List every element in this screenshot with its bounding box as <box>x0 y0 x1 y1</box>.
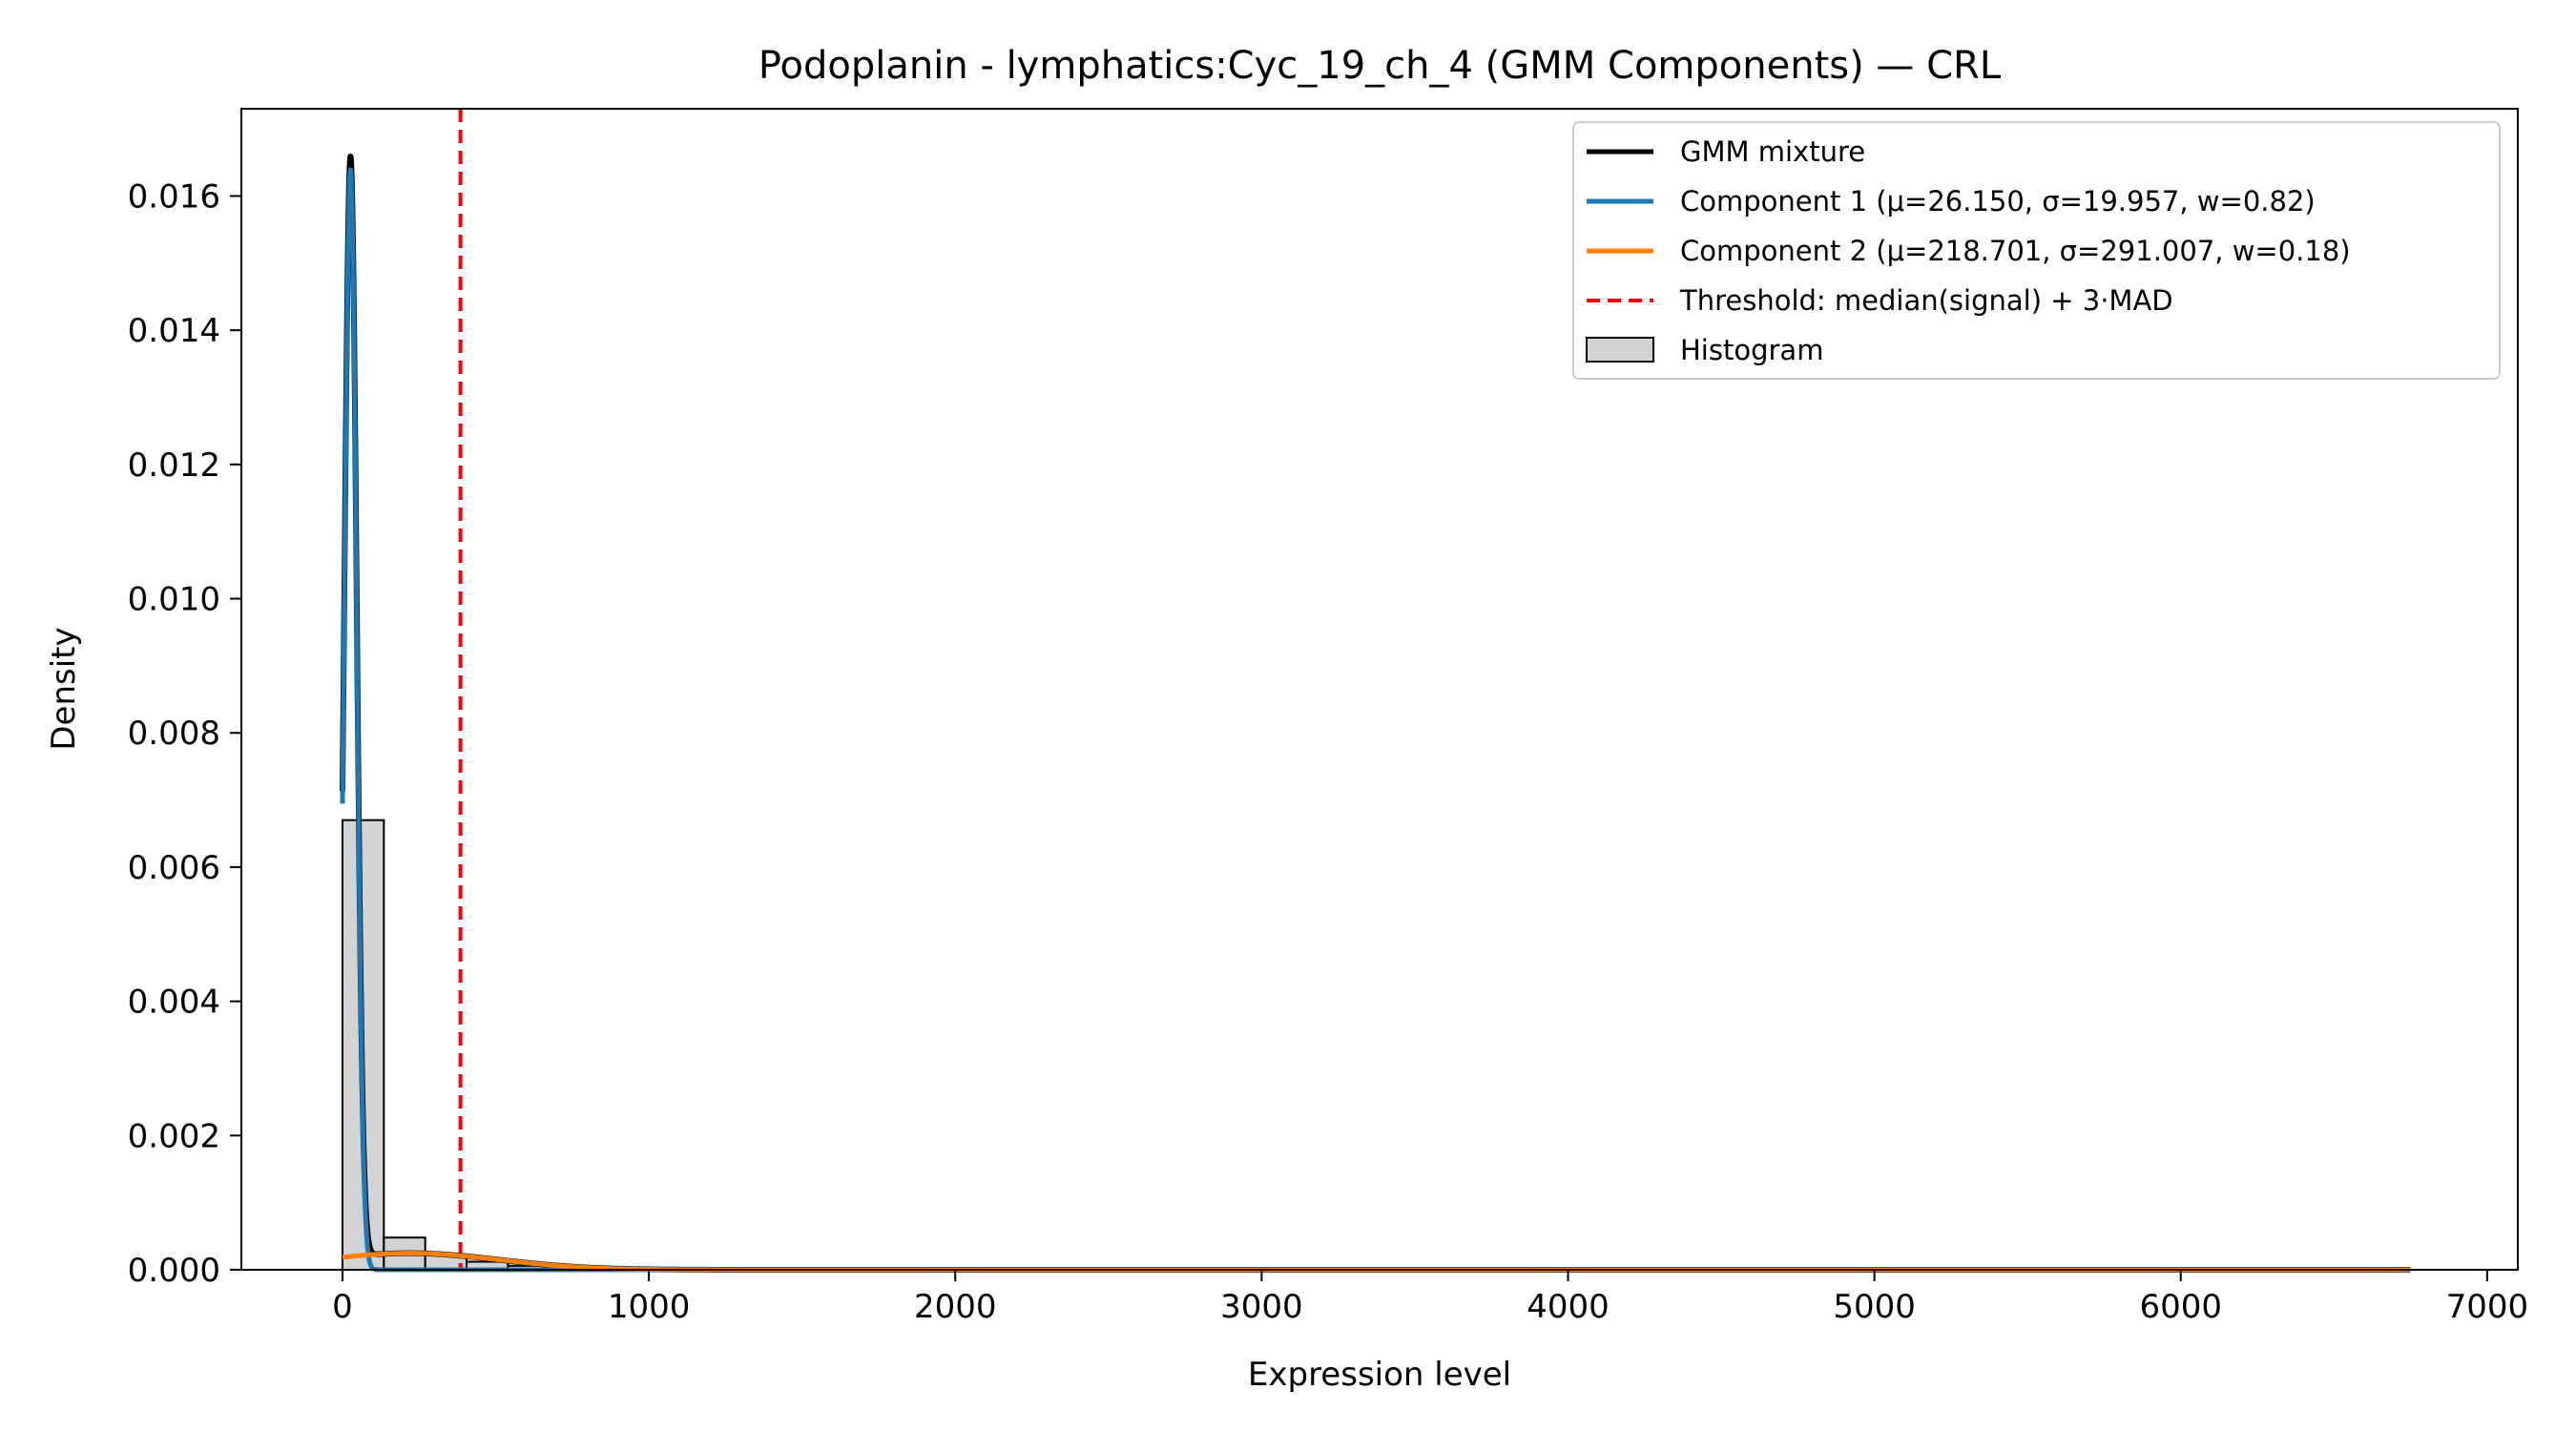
legend-label-threshold: Threshold: median(signal) + 3·MAD <box>1679 284 2173 317</box>
y-tick-label: 0.010 <box>128 581 220 619</box>
y-tick-label: 0.014 <box>128 312 220 350</box>
x-tick-label: 1000 <box>608 1288 691 1326</box>
y-tick-label: 0.000 <box>128 1252 220 1290</box>
x-axis-label: Expression level <box>1248 1356 1511 1394</box>
x-tick-label: 6000 <box>2139 1288 2222 1326</box>
y-tick-label: 0.012 <box>128 446 220 485</box>
legend: GMM mixture Component 1 (μ=26.150, σ=19.… <box>1572 121 2501 380</box>
x-tick-label: 7000 <box>2446 1288 2529 1326</box>
y-tick-label: 0.008 <box>128 715 220 753</box>
y-tick-label: 0.016 <box>128 177 220 216</box>
legend-label-component-1: Component 1 (μ=26.150, σ=19.957, w=0.82) <box>1680 185 2316 218</box>
x-tick-label: 0 <box>332 1288 353 1326</box>
y-tick-label: 0.004 <box>128 984 220 1022</box>
x-axis: 0 1000 2000 3000 4000 5000 6000 7000 <box>332 1270 2528 1326</box>
y-tick-label: 0.002 <box>128 1117 220 1155</box>
legend-swatch-histogram <box>1586 337 1654 363</box>
legend-label-component-2: Component 2 (μ=218.701, σ=291.007, w=0.1… <box>1680 235 2351 267</box>
x-tick-label: 4000 <box>1527 1288 1610 1326</box>
x-tick-label: 3000 <box>1220 1288 1303 1326</box>
legend-box <box>1572 121 2501 380</box>
chart-title: Podoplanin - lymphatics:Cyc_19_ch_4 (GMM… <box>758 44 2002 88</box>
x-tick-label: 2000 <box>914 1288 997 1326</box>
y-axis-label: Density <box>45 627 83 750</box>
legend-label-histogram: Histogram <box>1680 334 1823 366</box>
x-tick-label: 5000 <box>1833 1288 1916 1326</box>
legend-label-mixture: GMM mixture <box>1680 135 1865 168</box>
y-axis: 0.000 0.002 0.004 0.006 0.008 0.010 0.012 0.014… <box>128 177 241 1290</box>
plot-frame <box>240 108 2519 1271</box>
y-tick-label: 0.006 <box>128 849 220 887</box>
